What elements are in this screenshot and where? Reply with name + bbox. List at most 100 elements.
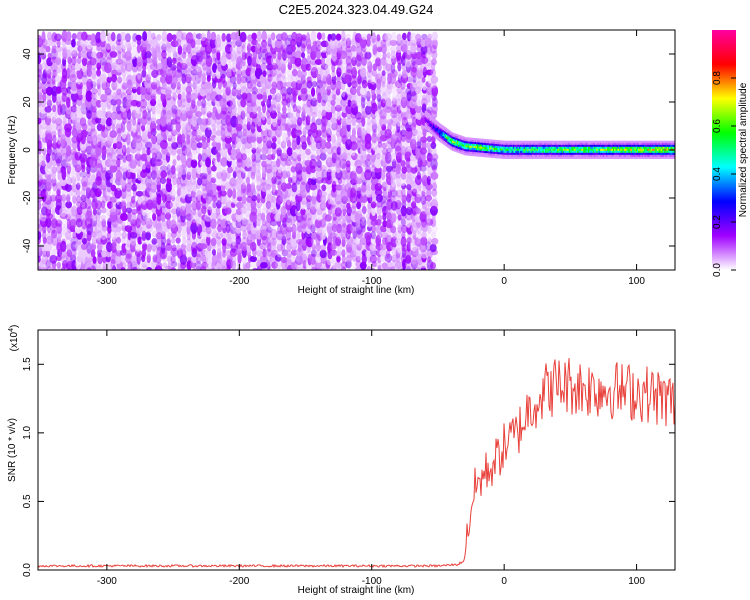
spectrogram-signal-cell [543, 144, 547, 147]
spectrogram-signal-cell [639, 140, 642, 143]
spectrogram-signal-cell [437, 138, 441, 141]
spectrogram-noise-cell [266, 168, 273, 180]
spectrogram-noise-cell [111, 200, 118, 211]
spectrogram-signal-cell [617, 156, 620, 159]
spectrogram-signal-cell [521, 152, 524, 155]
spectrogram-noise-cell [375, 201, 383, 208]
spectrogram-noise-cell [46, 31, 52, 41]
spectrogram-signal-cell [444, 133, 448, 137]
spectrogram-noise-cell [180, 249, 187, 257]
spectrogram-signal-cell [561, 146, 564, 149]
spectrogram-noise-cell [62, 217, 67, 228]
spectrogram-noise-cell [349, 141, 358, 151]
spectrogram-signal-cell [444, 143, 448, 147]
spectrogram-noise-cell [296, 117, 303, 126]
spectrogram-signal-cell [559, 152, 562, 155]
spectrogram-signal-cell [623, 152, 626, 155]
spectrogram-noise-cell [335, 130, 341, 138]
spectrogram-signal-cell [618, 144, 622, 147]
spectrogram-noise-cell [119, 85, 128, 96]
spectrogram-signal-cell [424, 118, 427, 121]
spectrogram-signal-cell [618, 148, 622, 151]
spectrogram-signal-cell [478, 144, 481, 147]
spectrogram-noise-cell [110, 241, 118, 254]
spectrogram-noise-cell [100, 207, 107, 214]
spectrogram-signal-cell [601, 152, 604, 155]
spectrogram-noise-cell [79, 247, 88, 259]
spectrogram-signal-cell [554, 156, 557, 159]
spectrogram-noise-cell [390, 236, 398, 248]
spectrogram-signal-cell [540, 156, 543, 159]
spectrogram-noise-cell [334, 152, 343, 161]
spectrogram-signal-cell [474, 150, 477, 153]
spectrogram-noise-cell [330, 169, 337, 179]
spectrogram-noise-cell [256, 93, 263, 100]
spectrogram-noise-cell [345, 255, 353, 263]
spectrogram-noise-cell [284, 92, 293, 104]
spectrogram-noise-cell [76, 170, 81, 182]
spectrogram-noise-cell [346, 202, 351, 210]
spectrogram-signal-cell [607, 150, 610, 153]
spectrogram-signal-cell [429, 127, 432, 130]
spectrogram-signal-cell [557, 144, 560, 147]
spectrogram-signal-cell [651, 152, 654, 155]
spectrogram-noise-cell [310, 249, 317, 257]
spectrogram-signal-cell [574, 148, 578, 151]
spectrogram-noise-cell [259, 45, 267, 54]
spectrogram-noise-cell [415, 51, 423, 60]
spectrogram-noise-cell [311, 243, 317, 251]
spectrogram-signal-cell [440, 136, 443, 139]
spectrogram-signal-cell [548, 150, 551, 153]
spectrogram-signal-cell [590, 154, 593, 157]
spectrogram-signal-cell [469, 151, 473, 154]
spectrogram-signal-cell [489, 147, 492, 150]
spectrogram-signal-cell [440, 140, 443, 143]
spectrogram-signal-cell [537, 140, 541, 143]
spectrogram-signal-cell [540, 142, 543, 145]
spectrogram-noise-cell [115, 141, 123, 150]
spectrogram-signal-cell [592, 140, 595, 143]
spectrogram-noise-cell [390, 169, 398, 181]
spectrogram-signal-cell [516, 148, 519, 151]
spectrogram-noise-cell [287, 177, 293, 184]
spectrogram-noise-cell [61, 68, 68, 79]
spectrogram-noise-cell [205, 117, 212, 126]
spectrogram-noise-cell [424, 57, 432, 67]
spectrogram-signal-cell [453, 139, 456, 142]
spectrogram-signal-cell [626, 152, 629, 155]
spectrogram-noise-cell [202, 147, 208, 157]
spectrogram-signal-cell [582, 144, 585, 147]
spectrogram-noise-cell [350, 205, 357, 215]
spectrogram-signal-cell [530, 154, 533, 157]
spectrogram-signal-cell [495, 153, 498, 157]
spectrogram-signal-cell [657, 154, 660, 157]
spectrogram-noise-cell [367, 260, 372, 270]
spectrogram-signal-cell [491, 139, 494, 142]
spectrogram-noise-cell [51, 109, 57, 121]
spectrogram-signal-cell [634, 154, 637, 157]
spectrogram-signal-cell [642, 156, 646, 159]
spectrogram-signal-cell [617, 154, 620, 157]
spectrogram-noise-cell [311, 80, 318, 88]
spectrogram-signal-cell [644, 156, 647, 159]
spectrogram-signal-cell [657, 150, 660, 153]
spectrogram-signal-cell [431, 125, 435, 128]
spectrogram-signal-cell [564, 154, 567, 157]
spectrogram-signal-cell [620, 146, 623, 149]
spectrogram-noise-cell [364, 133, 372, 144]
spectrogram-signal-cell [651, 148, 654, 151]
spectrogram-signal-cell [531, 140, 535, 143]
spectrogram-noise-cell [430, 217, 437, 228]
spectrogram-noise-cell [39, 126, 47, 138]
spectrogram-signal-cell [492, 151, 495, 154]
spectrogram-noise-cell [205, 266, 212, 270]
spectrogram-signal-cell [562, 152, 566, 155]
spectrogram-signal-cell [459, 137, 462, 140]
spectrogram-noise-cell [406, 171, 412, 180]
spectrogram-signal-cell [431, 123, 435, 126]
spectrogram-signal-cell [543, 142, 547, 145]
spectrogram-signal-cell [436, 135, 439, 138]
spectrogram-noise-cell [300, 208, 306, 216]
spectrogram-signal-cell [431, 131, 435, 134]
